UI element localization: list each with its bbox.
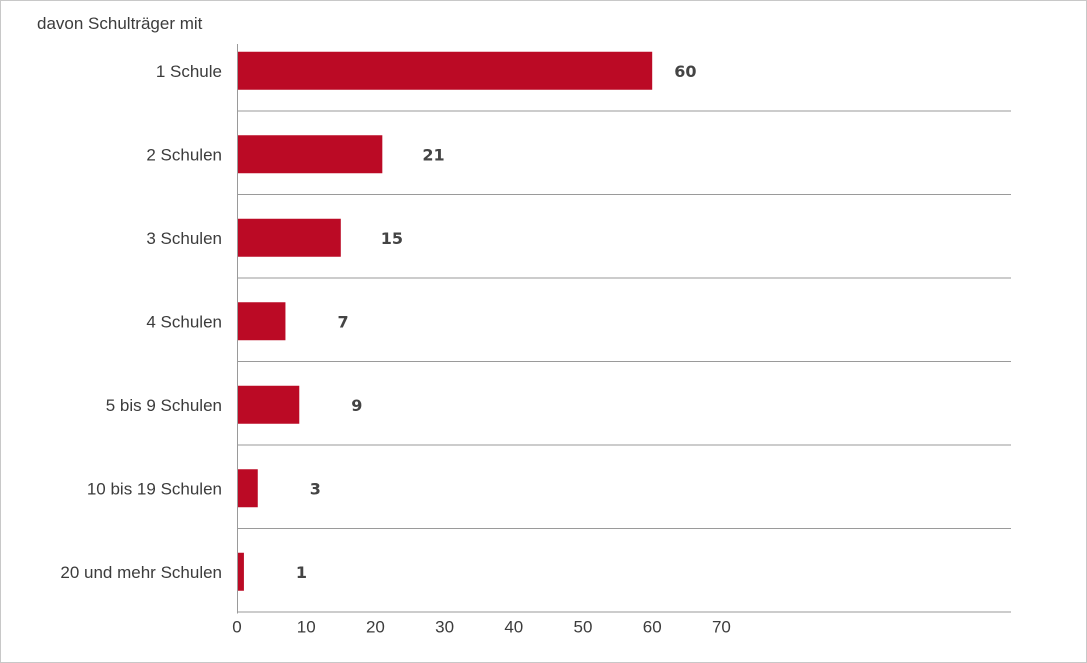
category-label: 2 Schulen bbox=[146, 145, 222, 164]
category-label: 4 Schulen bbox=[146, 312, 222, 331]
bar bbox=[237, 135, 383, 174]
x-tick-layer: 0 10 20 30 40 50 60 70 bbox=[232, 618, 731, 637]
category-label: 20 und mehr Schulen bbox=[60, 563, 222, 582]
bar bbox=[237, 51, 653, 90]
value-label: 21 bbox=[422, 145, 444, 164]
x-tick-label: 0 bbox=[232, 618, 241, 637]
value-label: 9 bbox=[351, 396, 362, 415]
x-tick-label: 70 bbox=[712, 618, 731, 637]
bar bbox=[237, 218, 341, 257]
value-label: 7 bbox=[337, 312, 348, 331]
bar bbox=[237, 385, 300, 424]
x-tick-label: 20 bbox=[366, 618, 385, 637]
bar bbox=[237, 469, 258, 508]
x-tick-label: 50 bbox=[574, 618, 593, 637]
value-label: 3 bbox=[310, 479, 321, 498]
category-label: 5 bis 9 Schulen bbox=[106, 396, 222, 415]
category-label: 1 Schule bbox=[156, 62, 222, 81]
x-tick-label: 30 bbox=[435, 618, 454, 637]
value-label: 1 bbox=[296, 563, 307, 582]
category-label: 10 bis 19 Schulen bbox=[87, 479, 222, 498]
x-tick-label: 40 bbox=[504, 618, 523, 637]
bar bbox=[237, 302, 286, 341]
value-label: 60 bbox=[674, 62, 696, 81]
category-label: 3 Schulen bbox=[146, 229, 222, 248]
chart-title: davon Schulträger mit bbox=[37, 14, 203, 33]
x-tick-label: 60 bbox=[643, 618, 662, 637]
bar-layer bbox=[237, 51, 653, 591]
value-label-layer: 60 21 15 7 9 3 1 bbox=[296, 62, 697, 582]
category-label-layer: 1 Schule 2 Schulen 3 Schulen 4 Schulen 5 bis… bbox=[60, 62, 222, 582]
grid-layer bbox=[237, 110, 1011, 613]
bar bbox=[237, 552, 244, 591]
value-label: 15 bbox=[381, 229, 403, 248]
x-tick-label: 10 bbox=[297, 618, 316, 637]
